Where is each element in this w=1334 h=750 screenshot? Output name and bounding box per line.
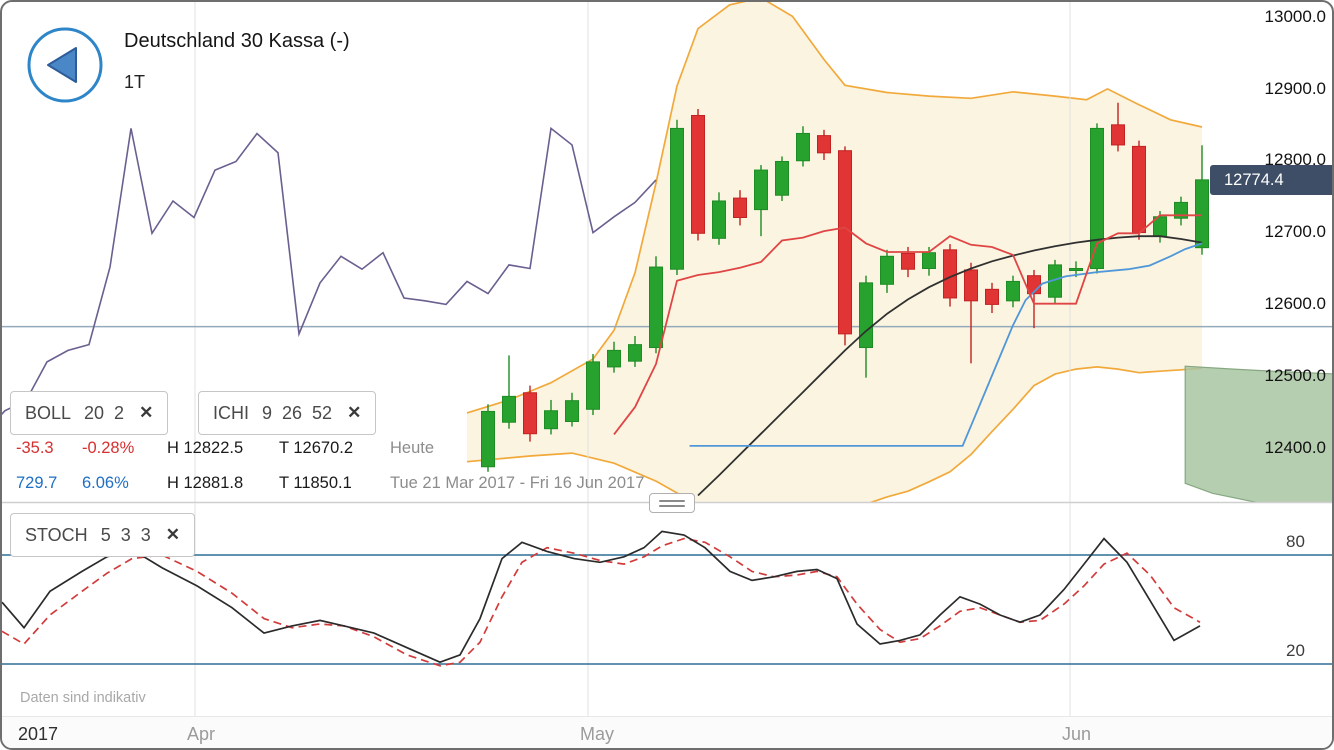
stoch-k-line — [2, 530, 1201, 664]
stoch-level-label: 80 — [1286, 532, 1305, 551]
ichimoku-chikou-line — [2, 126, 657, 416]
stats-row-today: -35.3 -0.28% H 12822.5 T 12670.2 Heute — [2, 439, 782, 461]
back-button[interactable] — [26, 26, 104, 104]
price-axis-label: 12700.0 — [1264, 222, 1326, 242]
close-icon: ✕ — [165, 525, 180, 544]
price-axis-label: 12500.0 — [1264, 365, 1326, 385]
ichi-chip-close-button[interactable]: ✕ — [347, 403, 361, 423]
year-label: 2017 — [18, 724, 59, 744]
high-value: H 12881.8 — [167, 474, 244, 492]
price-axis-label: 13000.0 — [1264, 6, 1326, 26]
month-label: May — [580, 724, 615, 744]
boll-chip-close-button[interactable]: ✕ — [139, 403, 153, 423]
boll-chip-params: 20 2 — [84, 402, 125, 423]
ichimoku-cloud — [1184, 365, 1332, 502]
low-value: T 12670.2 — [279, 439, 354, 457]
stoch-chip-close-button[interactable]: ✕ — [166, 525, 180, 545]
stoch-d-line — [2, 537, 1201, 667]
month-label: Jun — [1062, 724, 1092, 744]
high-value: H 12822.5 — [167, 439, 244, 457]
stats-row-range: 729.7 6.06% H 12881.8 T 11850.1 Tue 21 M… — [2, 474, 782, 496]
change-percent: 6.06% — [82, 474, 129, 492]
instrument-title: Deutschland 30 Kassa (-) — [124, 30, 350, 52]
ichi-chip-params: 9 26 52 — [262, 402, 333, 423]
low-value: T 11850.1 — [279, 474, 352, 492]
period-label: Heute — [390, 439, 435, 457]
price-axis-label: 12900.0 — [1264, 78, 1326, 98]
boll-indicator-chip[interactable]: BOLL 20 2 ✕ — [10, 391, 169, 435]
bollinger-upper-band — [466, 2, 1203, 414]
change-value: -35.3 — [16, 439, 54, 457]
ichi-chip-label: ICHI — [213, 402, 249, 423]
stoch-chip-params: 5 3 3 — [100, 524, 151, 545]
period-label: Tue 21 Mar 2017 - Fri 16 Jun 2017 — [390, 474, 645, 492]
price-axis-label: 12600.0 — [1264, 294, 1326, 314]
disclaimer-text: Daten sind indikativ — [20, 690, 146, 706]
last-price-badge: 12774.4 — [1210, 164, 1332, 195]
change-percent: -0.28% — [82, 439, 135, 457]
ichi-indicator-chip[interactable]: ICHI 9 26 52 ✕ — [198, 391, 377, 435]
back-icon — [27, 27, 103, 103]
overlay-line-black — [697, 235, 1203, 497]
main-chart-layer — [2, 2, 1332, 502]
stoch-level-label: 20 — [1286, 641, 1305, 660]
bollinger-lower-band — [466, 366, 1203, 502]
time-axis: 2017 Apr May Jun — [2, 716, 1332, 748]
timeframe-button[interactable]: 1T — [124, 72, 146, 92]
panel-resize-handle[interactable] — [649, 493, 695, 513]
price-axis-label: 12400.0 — [1264, 437, 1326, 457]
price-axis-label: 12800.0 — [1264, 150, 1326, 170]
month-label: Apr — [187, 724, 216, 744]
overlay-line-red — [613, 214, 1202, 435]
stoch-indicator-chip[interactable]: STOCH 5 3 3 ✕ — [10, 513, 195, 557]
boll-chip-label: BOLL — [25, 402, 72, 423]
overlay-line-blue — [689, 242, 1203, 447]
close-icon: ✕ — [347, 403, 362, 422]
stoch-chip-label: STOCH — [25, 524, 88, 545]
change-value: 729.7 — [16, 474, 58, 492]
close-icon: ✕ — [139, 403, 154, 422]
